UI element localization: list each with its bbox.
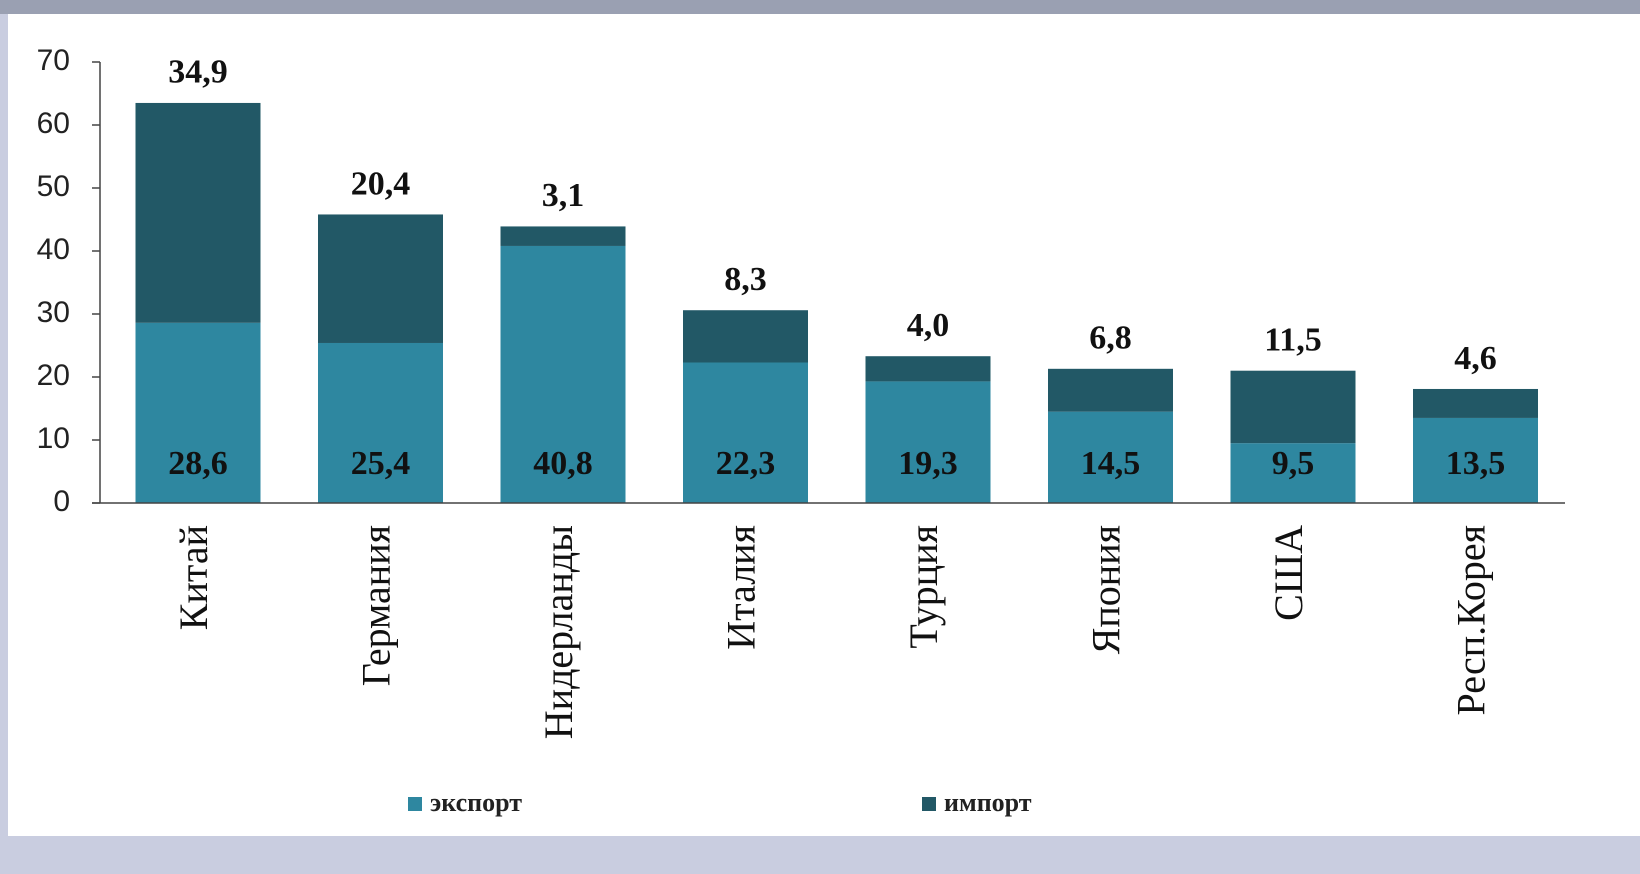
x-tick-label: Турция — [901, 525, 946, 649]
value-label: 19,3 — [898, 445, 958, 482]
y-tick-label: 0 — [53, 485, 70, 518]
value-label: 8,3 — [724, 261, 767, 298]
value-label: 25,4 — [351, 445, 411, 482]
value-label: 20,4 — [351, 165, 411, 202]
x-tick-label: Германия — [354, 525, 399, 686]
y-tick-label: 70 — [37, 44, 70, 77]
value-label: 4,6 — [1454, 340, 1497, 377]
value-label: 14,5 — [1081, 445, 1141, 482]
bar-segment — [500, 226, 626, 246]
x-tick-label: Китай — [171, 525, 216, 630]
bar-segment — [135, 102, 261, 323]
bar-segment — [683, 310, 808, 363]
bar-segment — [318, 214, 443, 343]
value-label: 28,6 — [168, 445, 228, 482]
x-tick-label: Нидерланды — [536, 525, 581, 739]
bar-segment — [1048, 411, 1173, 503]
value-label: 3,1 — [542, 177, 585, 214]
x-tick-label: Япония — [1084, 525, 1129, 654]
bar-segment — [1413, 388, 1538, 418]
value-label: 34,9 — [168, 54, 228, 91]
value-label: 22,3 — [716, 445, 776, 482]
legend-label: экспорт — [430, 788, 522, 817]
legend-swatch — [922, 797, 936, 811]
bar-segment — [1048, 368, 1173, 412]
y-tick-label: 20 — [37, 359, 70, 392]
y-tick-label: 40 — [37, 233, 70, 266]
bar-segment — [1230, 370, 1356, 444]
value-label: 40,8 — [533, 445, 593, 482]
bar-segment — [1413, 417, 1538, 503]
bar-segment — [135, 322, 261, 503]
value-label: 6,8 — [1089, 320, 1132, 357]
bar-segment — [1230, 443, 1356, 503]
value-label: 11,5 — [1264, 321, 1322, 358]
y-tick-label: 30 — [37, 296, 70, 329]
x-tick-label: Италия — [719, 525, 764, 650]
legend-swatch — [408, 797, 422, 811]
y-tick-label: 50 — [37, 170, 70, 203]
y-tick-label: 60 — [37, 107, 70, 140]
bar-segment — [318, 342, 443, 503]
value-label: 13,5 — [1446, 445, 1506, 482]
chart-panel — [8, 14, 1640, 836]
value-label: 9,5 — [1272, 445, 1315, 482]
bar-segment — [865, 381, 991, 503]
bar-segment — [500, 245, 626, 503]
x-tick-label: Респ.Корея — [1449, 525, 1494, 715]
bar-segment — [865, 356, 991, 382]
value-label: 4,0 — [907, 307, 950, 344]
top-strip — [0, 0, 1640, 14]
bar-segment — [683, 362, 808, 503]
x-tick-label: США — [1266, 525, 1311, 621]
y-tick-label: 10 — [37, 422, 70, 455]
legend-label: импорт — [944, 788, 1032, 817]
